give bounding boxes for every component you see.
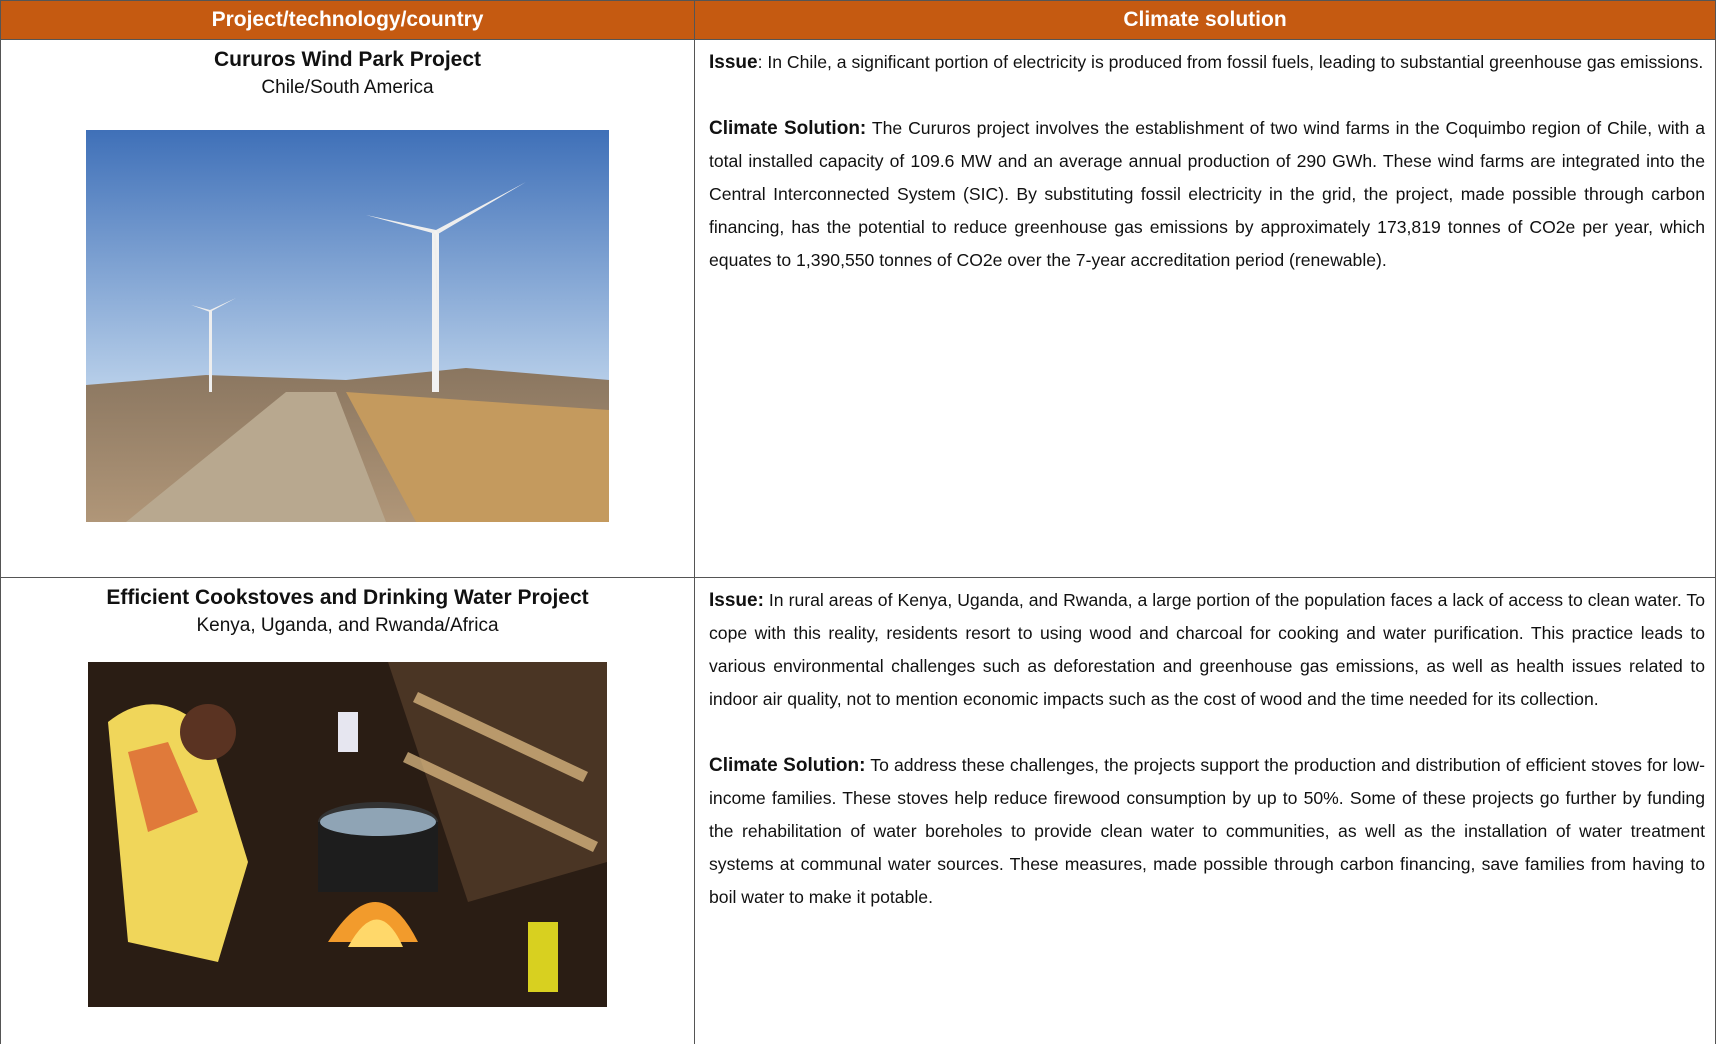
issue-text: : In Chile, a significant portion of ele… [758, 52, 1704, 72]
issue-paragraph: Issue: In rural areas of Kenya, Uganda, … [709, 584, 1705, 716]
project-location: Kenya, Uganda, and Rwanda/Africa [1, 612, 694, 640]
issue-paragraph: Issue: In Chile, a significant portion o… [709, 46, 1705, 79]
header-cell: Project/technology/country [1, 1, 695, 40]
solution-cell: Issue: In rural areas of Kenya, Uganda, … [695, 578, 1716, 1044]
cookstove-photo [88, 662, 607, 1007]
project-cell: Efficient Cookstoves and Drinking Water … [1, 578, 695, 1044]
solution-text: The Cururos project involves the establi… [709, 118, 1705, 270]
header-row: Project/technology/country Climate solut… [1, 1, 1716, 40]
issue-label: Issue: [709, 590, 764, 611]
project-location: Chile/South America [1, 74, 694, 102]
table-row: Efficient Cookstoves and Drinking Water … [1, 578, 1716, 1044]
issue-label: Issue [709, 52, 758, 73]
solution-label: Climate Solution: [709, 118, 866, 139]
solution-paragraph: Climate Solution: To address these chall… [709, 749, 1705, 914]
solution-cell: Issue: In Chile, a significant portion o… [695, 40, 1716, 578]
solution-label: Climate Solution: [709, 755, 865, 776]
project-cell: Cururos Wind Park Project Chile/South Am… [1, 40, 695, 578]
issue-text: In rural areas of Kenya, Uganda, and Rwa… [709, 590, 1705, 709]
wind-farm-photo [86, 130, 609, 522]
projects-table: Project/technology/country Climate solut… [0, 0, 1716, 1044]
document: Project/technology/country Climate solut… [0, 0, 1716, 1044]
solution-text: To address these challenges, the project… [709, 755, 1705, 907]
header-cell: Climate solution [695, 1, 1716, 40]
project-title: Cururos Wind Park Project [1, 46, 694, 74]
project-title: Efficient Cookstoves and Drinking Water … [1, 584, 694, 612]
solution-paragraph: Climate Solution: The Cururos project in… [709, 112, 1705, 277]
table-row: Cururos Wind Park Project Chile/South Am… [1, 40, 1716, 578]
